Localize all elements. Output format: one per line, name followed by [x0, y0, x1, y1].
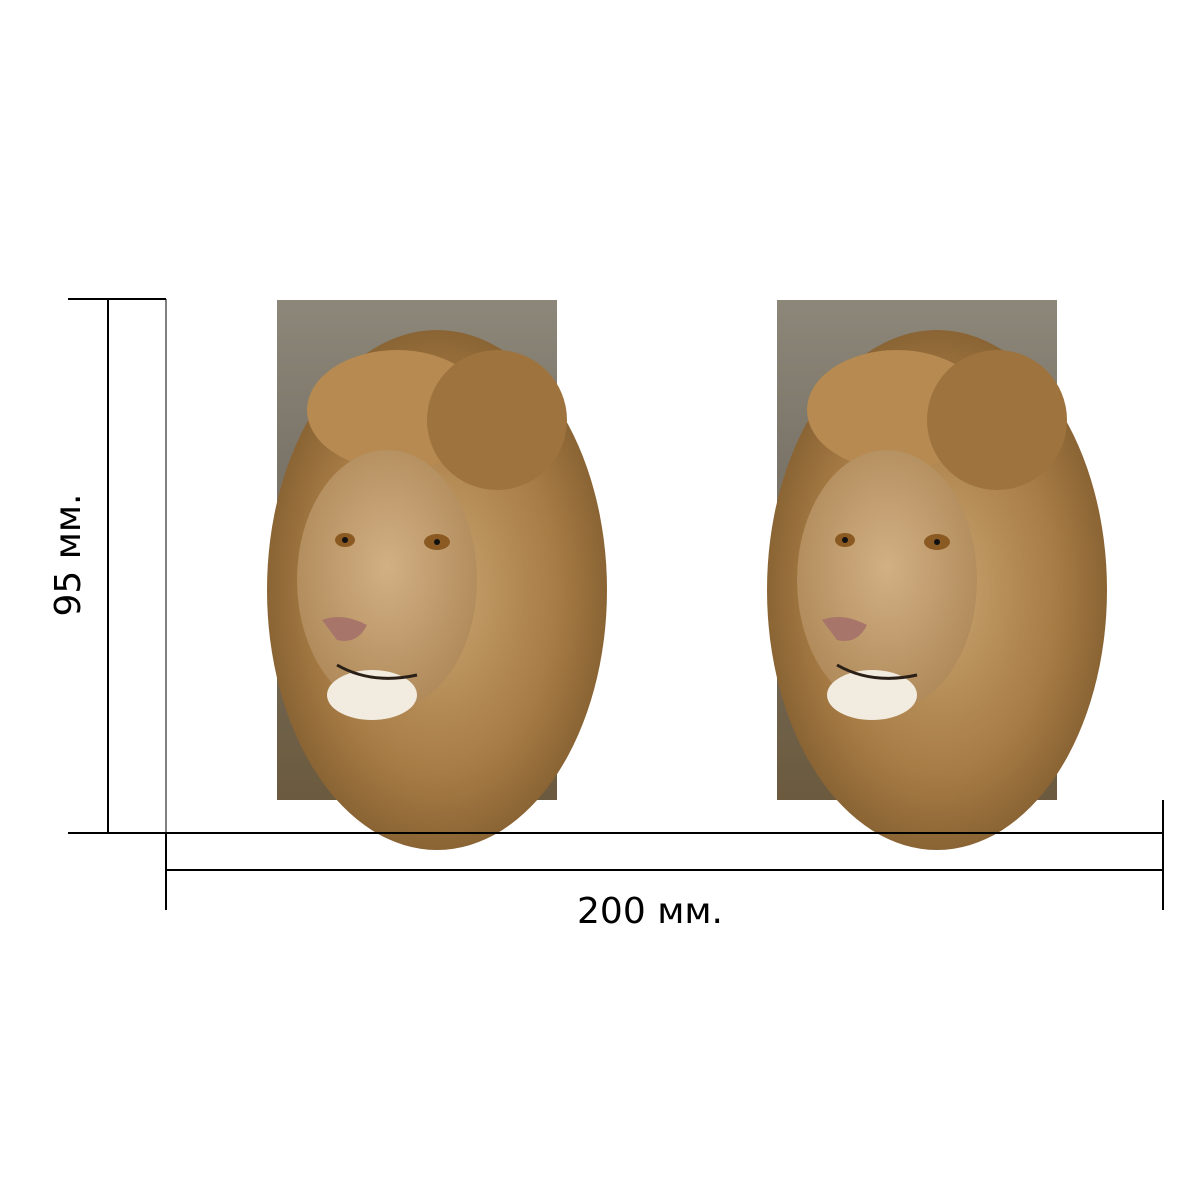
- photo: [265, 298, 609, 852]
- width-dimension: 200 мм.: [165, 800, 1164, 932]
- photo: [765, 298, 1109, 852]
- width-label: 200 мм.: [577, 891, 723, 932]
- height-dimension: 95 мм.: [48, 298, 167, 834]
- height-label: 95 мм.: [48, 493, 89, 616]
